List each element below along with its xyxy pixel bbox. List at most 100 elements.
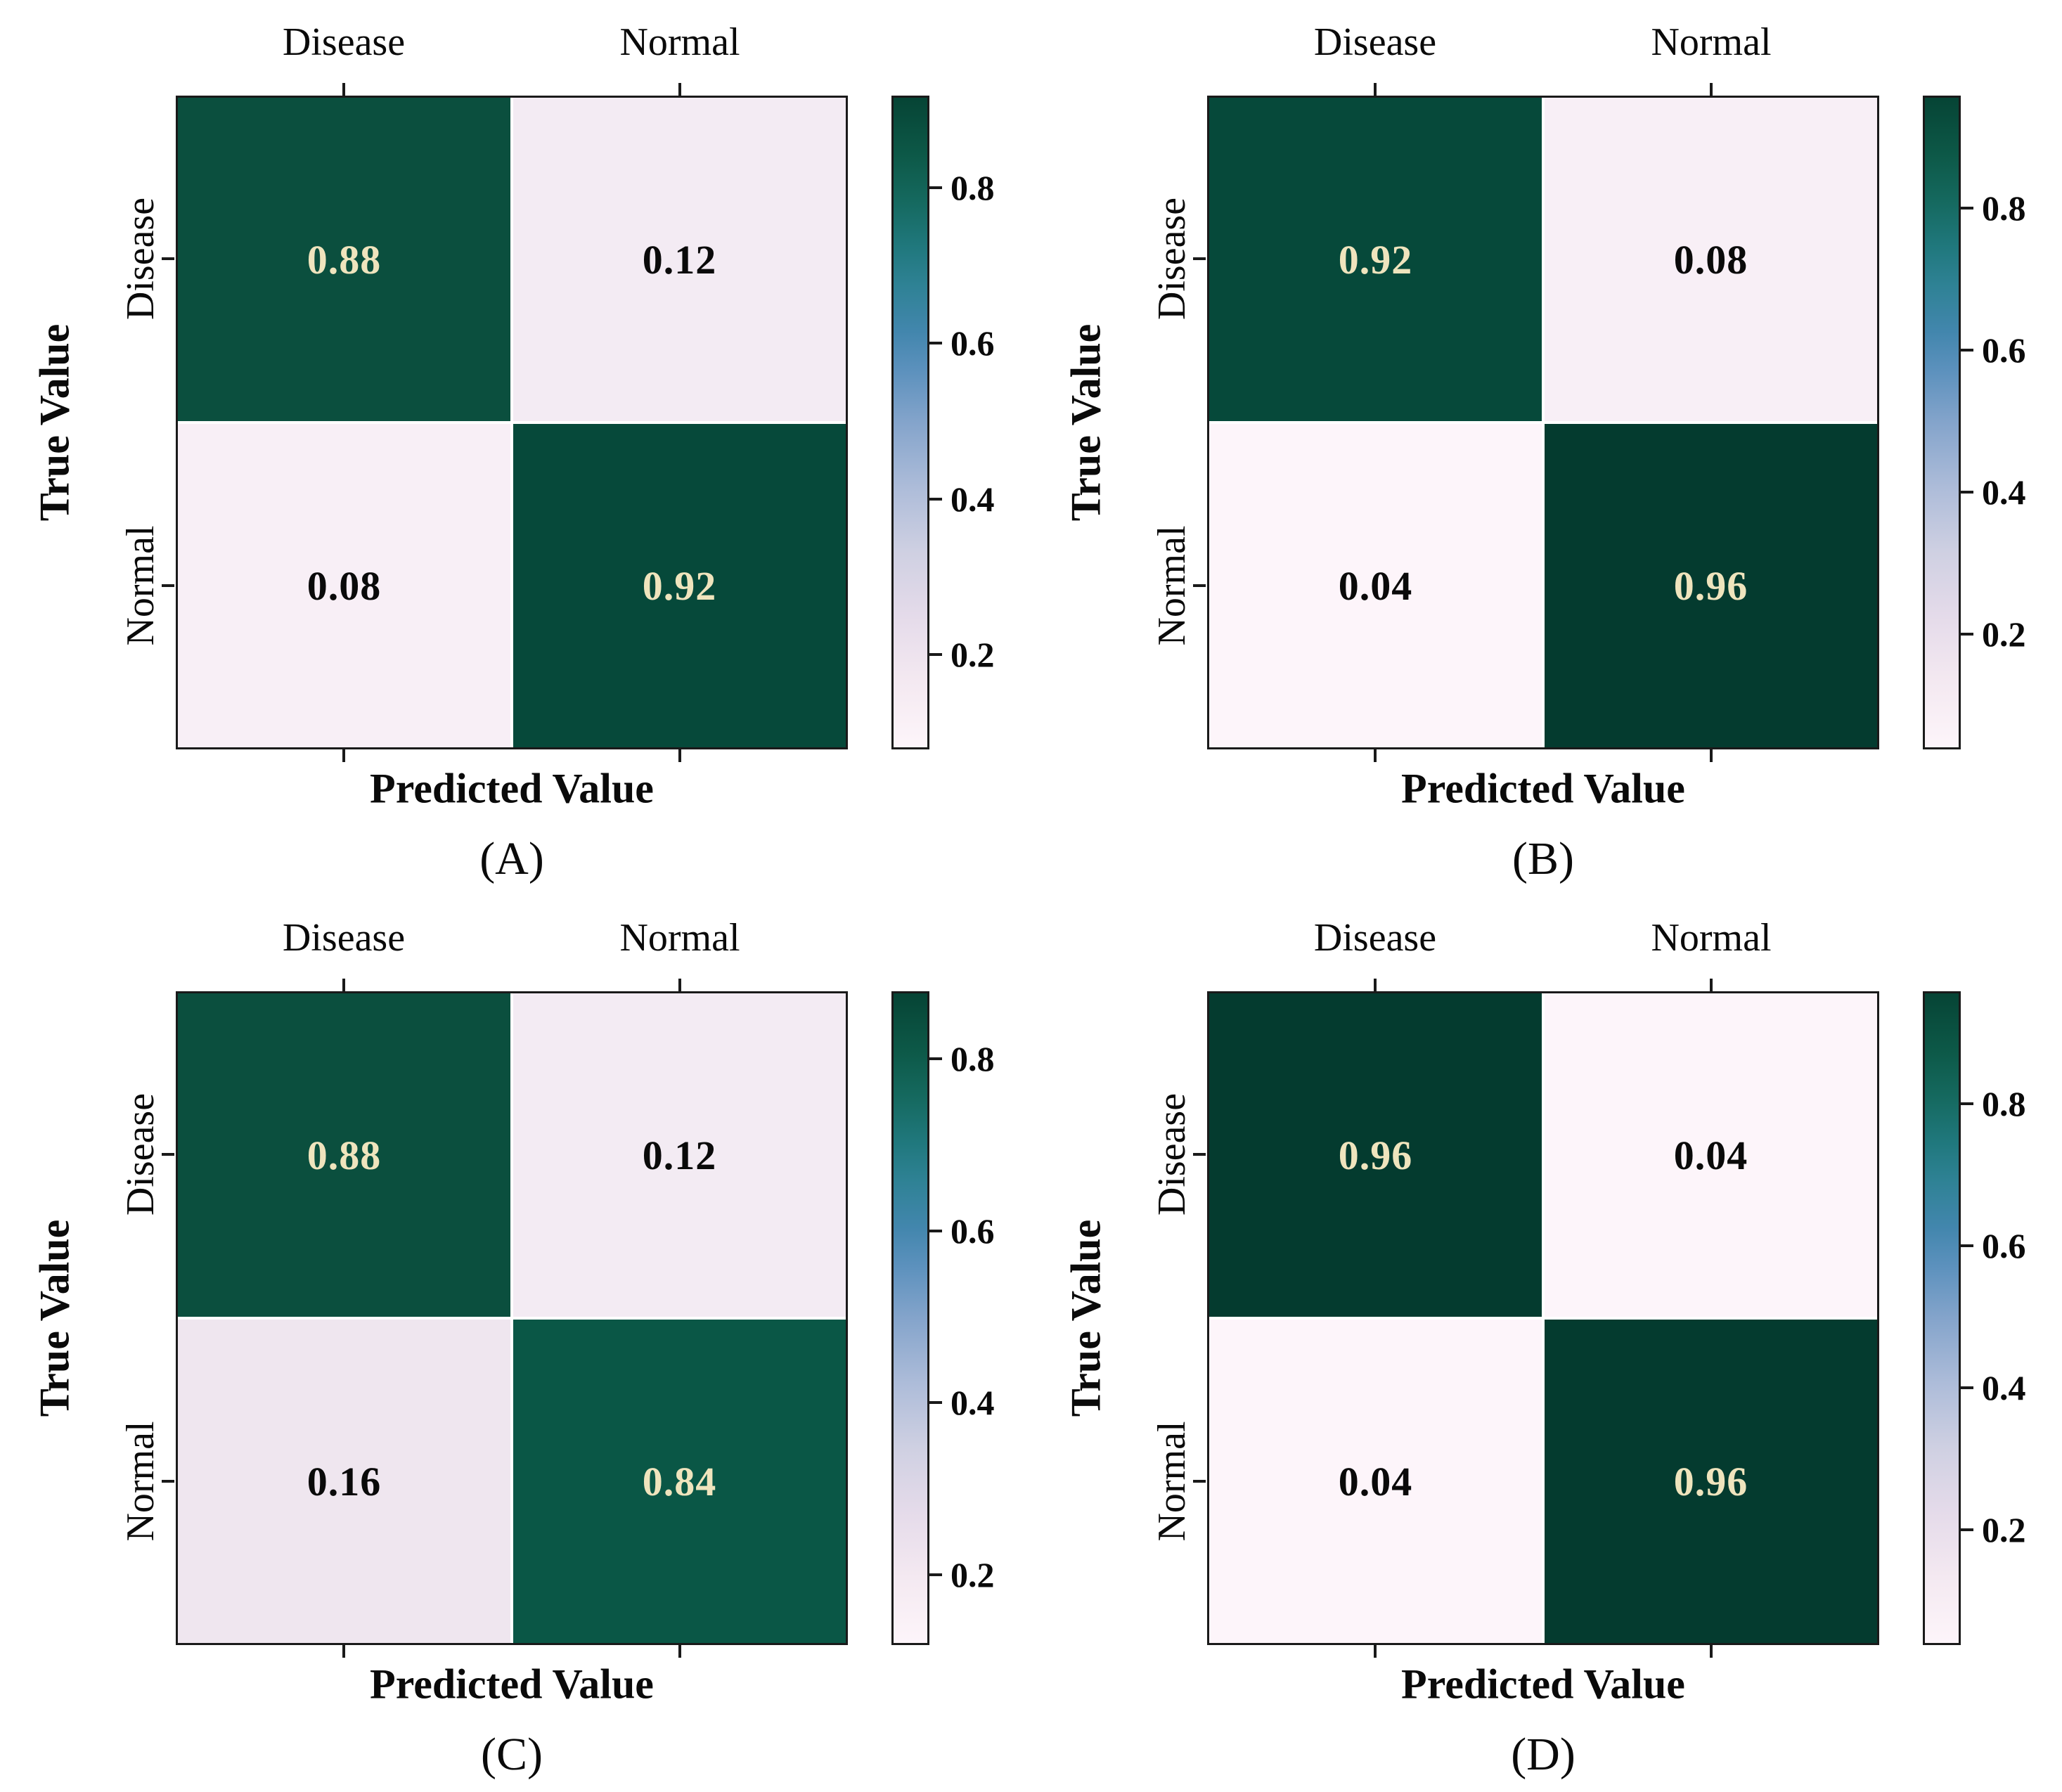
row-label-disease: Disease [119,197,162,321]
colorbar-tick-label: 0.8 [951,1039,995,1078]
colorbar-tick-label: 0.2 [1982,614,2026,654]
axis-tick [1710,749,1713,762]
axis-tick [1193,1153,1206,1156]
x-axis-label: Predicted Value [1401,765,1685,812]
panel-a: Disease Normal True Value Disease Normal… [0,0,1031,896]
x-axis-label: Predicted Value [370,1661,654,1708]
colorbar-tick [929,1057,942,1060]
y-axis-label: True Value [31,1219,78,1417]
column-label-disease: Disease [1313,20,1437,64]
column-label-normal: Normal [619,916,740,960]
matrix-cell-true-disease-pred-disease: 0.88 [178,993,510,1317]
colorbar-tick [929,1230,942,1232]
colorbar-tick-label: 0.6 [951,1211,995,1251]
panel-b: Disease Normal True Value Disease Normal… [1031,0,2062,896]
confusion-matrix: 0.92 0.08 0.04 0.96 [1207,96,1879,749]
matrix-cell-true-disease-pred-disease: 0.92 [1209,98,1542,421]
colorbar-tick [1961,1528,1973,1531]
matrix-cell-true-disease-pred-normal: 0.08 [1545,98,1877,421]
row-label-normal: Normal [119,1421,162,1542]
panel-caption: (D) [1511,1729,1576,1780]
axis-tick [1374,1645,1377,1658]
colorbar-tick [1961,207,1973,210]
colorbar-tick [929,498,942,501]
colorbar-tick [929,342,942,344]
column-label-disease: Disease [282,916,406,960]
row-label-disease: Disease [119,1092,162,1216]
colorbar-tick-label: 0.8 [1982,188,2026,228]
matrix-cell-true-normal-pred-normal: 0.96 [1545,1320,1877,1643]
column-label-normal: Normal [1651,20,1772,64]
column-label-disease: Disease [1313,916,1437,960]
x-axis-label: Predicted Value [370,765,654,812]
axis-tick [1710,1645,1713,1658]
column-label-disease: Disease [282,20,406,64]
axis-tick [678,83,681,96]
axis-tick [678,979,681,991]
colorbar-tick-label: 0.2 [1982,1510,2026,1549]
matrix-cell-true-disease-pred-normal: 0.12 [513,98,846,421]
confusion-matrix: 0.96 0.04 0.04 0.96 [1207,991,1879,1645]
colorbar-tick-label: 0.6 [1982,1226,2026,1265]
colorbar-tick-label: 0.4 [1982,472,2026,512]
y-axis-label: True Value [31,323,78,522]
axis-tick [1710,979,1713,991]
confusion-matrix: 0.88 0.12 0.08 0.92 [176,96,848,749]
colorbar-tick [1961,1386,1973,1389]
panel-caption: (B) [1512,833,1574,884]
matrix-cell-true-normal-pred-disease: 0.04 [1209,1320,1542,1643]
axis-tick [1193,584,1206,587]
x-axis-label: Predicted Value [1401,1661,1685,1708]
axis-tick [162,257,174,260]
colorbar [1923,96,1961,749]
colorbar-tick [929,1573,942,1576]
axis-tick [1710,83,1713,96]
colorbar-tick [929,1401,942,1404]
axis-tick [1374,83,1377,96]
colorbar-tick-label: 0.8 [951,168,995,207]
y-axis-label: True Value [1062,1219,1109,1417]
colorbar-tick [1961,1244,1973,1247]
colorbar-tick [1961,491,1973,494]
axis-tick [678,1645,681,1658]
colorbar-tick-label: 0.8 [1982,1084,2026,1123]
axis-tick [162,1480,174,1483]
panel-c: Disease Normal True Value Disease Normal… [0,896,1031,1791]
row-label-normal: Normal [119,525,162,646]
matrix-cell-true-normal-pred-normal: 0.96 [1545,424,1877,747]
column-label-normal: Normal [619,20,740,64]
colorbar [891,96,929,749]
colorbar [891,991,929,1645]
colorbar-tick-label: 0.6 [1982,330,2026,370]
axis-tick [678,749,681,762]
row-label-normal: Normal [1150,525,1194,646]
panel-caption: (C) [481,1729,543,1780]
matrix-cell-true-normal-pred-normal: 0.92 [513,424,846,747]
colorbar [1923,991,1961,1645]
colorbar-tick [1961,633,1973,636]
axis-tick [1193,1480,1206,1483]
panel-caption: (A) [479,833,544,884]
axis-tick [1374,749,1377,762]
matrix-cell-true-normal-pred-disease: 0.16 [178,1320,510,1643]
matrix-cell-true-disease-pred-disease: 0.96 [1209,993,1542,1317]
axis-tick [162,584,174,587]
confusion-matrix: 0.88 0.12 0.16 0.84 [176,991,848,1645]
axis-tick [342,1645,345,1658]
axis-tick [1374,979,1377,991]
matrix-cell-true-normal-pred-normal: 0.84 [513,1320,846,1643]
colorbar-tick [1961,349,1973,352]
row-label-disease: Disease [1150,197,1194,321]
colorbar-tick [929,186,942,189]
colorbar-tick-label: 0.6 [951,323,995,363]
matrix-cell-true-disease-pred-normal: 0.04 [1545,993,1877,1317]
row-label-normal: Normal [1150,1421,1194,1542]
axis-tick [162,1153,174,1156]
colorbar-tick-label: 0.2 [951,635,995,674]
colorbar-tick-label: 0.4 [1982,1368,2026,1407]
matrix-cell-true-normal-pred-disease: 0.04 [1209,424,1542,747]
colorbar-tick-label: 0.2 [951,1555,995,1594]
colorbar-tick [1961,1102,1973,1105]
panel-d: Disease Normal True Value Disease Normal… [1031,896,2062,1791]
